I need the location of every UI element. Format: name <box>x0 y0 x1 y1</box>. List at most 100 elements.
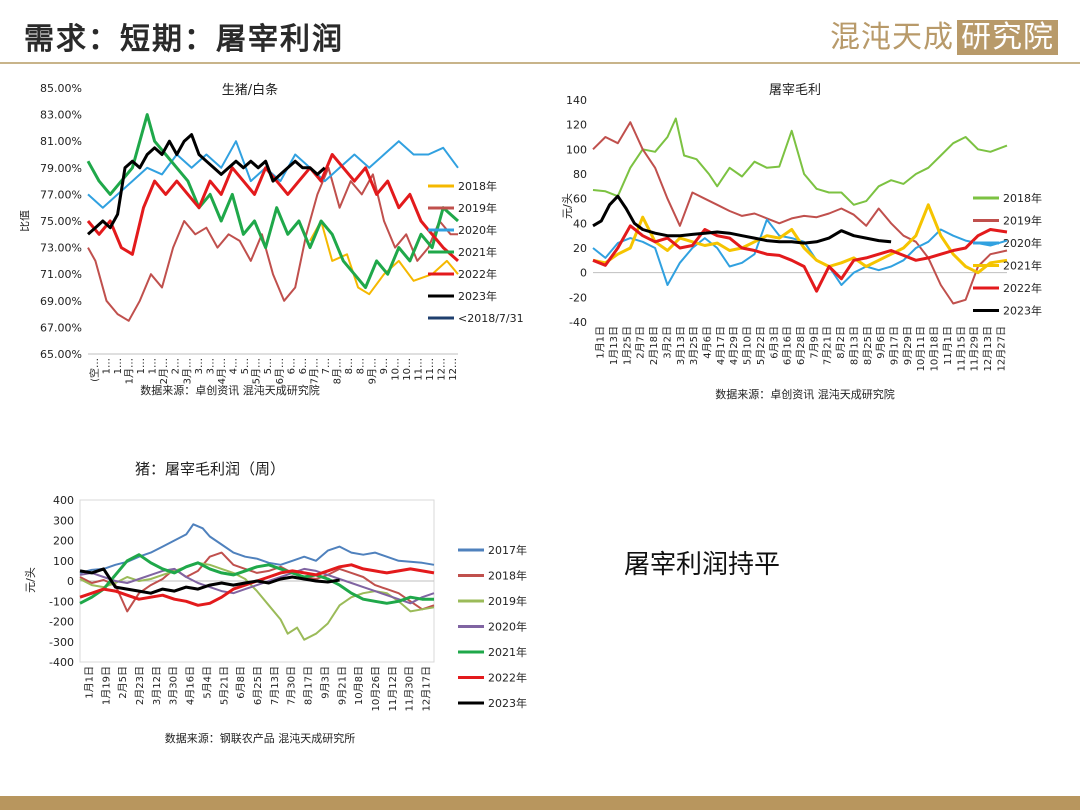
y-tick-label: 0 <box>580 267 587 280</box>
x-tick-label: 7… <box>321 358 332 374</box>
footer-bar <box>0 796 1080 810</box>
x-tick-label: 4月16日 <box>185 666 197 705</box>
x-tick-label: 10… <box>402 358 413 381</box>
chart-source: 数据来源：钢联农产品 混沌天成研究所 <box>165 731 356 745</box>
x-tick-label: 10月8日 <box>353 666 365 705</box>
x-tick-label: 1… <box>148 358 159 374</box>
x-tick-label: 6… <box>286 358 297 374</box>
x-tick-label: 11月1日 <box>942 326 954 365</box>
legend-label: 2018年 <box>488 569 527 583</box>
x-tick-label: 12月13日 <box>982 326 994 371</box>
y-tick-label: 40 <box>573 217 587 230</box>
legend-label: <2018/7/31 <box>458 312 524 325</box>
x-tick-label: 5… <box>263 358 274 374</box>
chart-weekly-slaughter-profit: 猪：屠宰毛利润（周） -400 -300 -200 -100 0 100 200 300 400 1… <box>24 460 527 745</box>
page-title: 需求：短期：屠宰利润 <box>24 22 344 57</box>
x-tick-label: 11月29日 <box>969 326 981 371</box>
y-axis-label: 比值 <box>20 210 31 232</box>
legend-label: 2023年 <box>488 696 527 710</box>
x-tick-label: 5月4日 <box>201 666 213 699</box>
y-axis-label: 元/头 <box>24 567 37 593</box>
x-tick-label: 7月21日 <box>822 326 834 365</box>
legend-label: 2019年 <box>458 201 497 215</box>
series-line-4 <box>79 553 434 605</box>
y-tick-label: 100 <box>566 143 587 156</box>
series-line-5 <box>87 133 326 236</box>
x-tick-label: 8月13日 <box>848 326 860 365</box>
y-tick-label: 67.00% <box>40 321 82 334</box>
x-tick-label: 2月18日 <box>648 326 660 365</box>
x-tick-label: 4月29日 <box>728 326 740 365</box>
x-tick-label: 6… <box>298 358 309 374</box>
y-tick-label: 20 <box>573 242 587 255</box>
x-tick-label: 1月… <box>123 358 135 384</box>
y-tick-label: 65.00% <box>40 348 82 361</box>
x-tick-label: 7月… <box>308 358 320 384</box>
legend-label: 2021年 <box>1003 259 1042 273</box>
x-tick-label: 10月11日 <box>915 326 927 371</box>
x-tick-label: 1月25日 <box>621 326 633 365</box>
x-tick-label: 6月3日 <box>768 326 780 359</box>
series-line-3 <box>86 113 460 289</box>
x-tick-label: 12… <box>448 358 459 381</box>
legend-label: 2020年 <box>1003 236 1042 250</box>
x-tick-label: 6月25日 <box>252 666 264 705</box>
legend-label: 2021年 <box>458 245 497 259</box>
x-tick-label: 3月… <box>181 358 193 384</box>
series-line-3 <box>592 203 1008 275</box>
y-tick-label: -40 <box>569 316 587 329</box>
y-tick-label: -200 <box>49 616 74 629</box>
x-tick-label: 5月21日 <box>218 666 230 705</box>
x-tick-label: 2… <box>171 358 182 374</box>
x-tick-label: 9月… <box>366 358 378 384</box>
series-line-5 <box>592 194 892 245</box>
header-divider <box>0 62 1080 64</box>
legend-label: 2019年 <box>488 594 527 608</box>
legend-label: 2022年 <box>458 267 497 281</box>
x-tick-label: 9月3日 <box>319 666 331 699</box>
x-tick-label: 9… <box>379 358 390 374</box>
x-tick-label: 10… <box>390 358 401 381</box>
x-tick-label: 11月15日 <box>955 326 967 371</box>
x-tick-label: 3… <box>194 358 205 374</box>
x-tick-label: 4月6日 <box>702 326 714 359</box>
y-tick-label: 400 <box>53 494 74 507</box>
x-tick-label: 4… <box>229 358 240 374</box>
x-tick-label: 8月25日 <box>862 326 874 365</box>
legend-label: 2023年 <box>458 289 497 303</box>
x-tick-label: 9月29日 <box>902 326 914 365</box>
logo-boxed-text: 研究院 <box>957 20 1058 55</box>
y-tick-label: -20 <box>569 291 587 304</box>
legend-label: 2018年 <box>458 179 497 193</box>
x-tick-label: (空… <box>88 358 101 382</box>
x-tick-label: 11… <box>414 358 425 381</box>
x-tick-label: 2月… <box>158 358 170 384</box>
chart-slaughter-gross-profit: 屠宰毛利 -40 -20 0 20 40 60 80 100 120 140 1月1日 1月13日 1月2… <box>561 82 1042 401</box>
x-tick-label: 2月5日 <box>117 666 129 699</box>
y-tick-label: 80 <box>573 168 587 181</box>
x-tick-label: 11月30日 <box>404 666 416 711</box>
x-tick-label: 5… <box>240 358 251 374</box>
x-tick-label: 1… <box>101 358 112 374</box>
x-tick-label: 1月1日 <box>595 326 607 359</box>
chart-source: 数据来源：卓创资讯 混沌天成研究院 <box>715 387 895 401</box>
brand-logo: 混沌天成 研究院 <box>830 12 1058 56</box>
x-tick-label: 10月18日 <box>929 326 941 371</box>
legend-label: 2023年 <box>1003 304 1042 318</box>
x-tick-label: 12月27日 <box>995 326 1007 371</box>
legend-label: 2020年 <box>458 223 497 237</box>
x-tick-label: 8… <box>356 358 367 374</box>
x-tick-label: 7月30日 <box>286 666 298 705</box>
x-tick-label: 2月23日 <box>134 666 146 705</box>
y-tick-label: 200 <box>53 535 74 548</box>
x-tick-label: 3月12日 <box>151 666 163 705</box>
x-tick-label: 8月17日 <box>303 666 315 705</box>
x-tick-label: 1月13日 <box>608 326 620 365</box>
legend-label: 2022年 <box>1003 281 1042 295</box>
x-tick-label: 2月7日 <box>635 326 647 359</box>
legend-label: 2021年 <box>488 645 527 659</box>
x-tick-label: 6月16日 <box>782 326 794 365</box>
series-line-1 <box>87 166 458 322</box>
x-tick-label: 11月12日 <box>387 666 399 711</box>
y-tick-label: 79.00% <box>40 162 82 175</box>
